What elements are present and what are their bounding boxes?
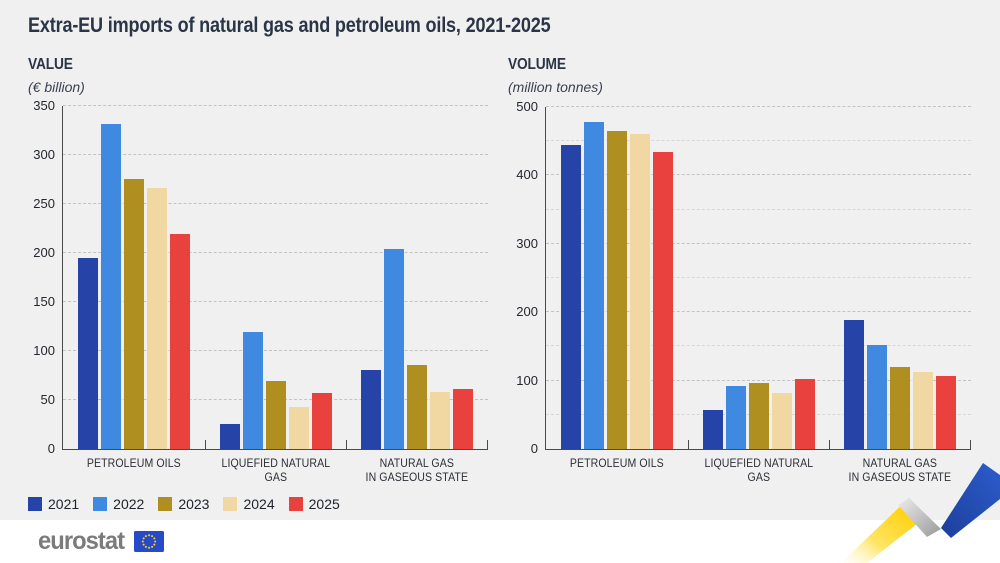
bar-2023-natural-gas <box>407 364 428 449</box>
legend-label: 2023 <box>178 496 210 512</box>
x-axis-category-label: PETROLEUM OILS <box>569 456 664 470</box>
y-axis-tick-label: 300 <box>33 147 55 162</box>
legend-swatch-icon <box>158 497 173 511</box>
bar-2021-liquefied-natural-gas <box>219 423 240 449</box>
gridline-300 <box>63 154 488 155</box>
chart-legend: 2021 2022 2023 2024 2025 <box>28 496 340 512</box>
bar-2022-petroleum-oils <box>583 122 604 449</box>
y-axis-tick-label: 100 <box>33 343 55 358</box>
bar-2023-petroleum-oils <box>123 178 144 449</box>
y-axis-tick-label: 300 <box>516 235 538 251</box>
eu-flag-icon <box>133 531 164 552</box>
legend-label: 2024 <box>243 496 275 512</box>
value-chart-subtitle: (€ billion) <box>28 79 85 95</box>
bar-2025-liquefied-natural-gas <box>794 379 815 449</box>
gridline-250 <box>546 277 971 278</box>
volume-plot-area: 0 100 200 300 400 500 PETROLEUM OILS LIQUEFIED … <box>516 100 971 484</box>
bar-2024-natural-gas <box>430 392 451 449</box>
y-axis-tick-label: 150 <box>33 294 55 309</box>
y-axis-tick-label: 0 <box>47 441 55 456</box>
y-axis-tick-label: 500 <box>516 99 538 114</box>
bar-2023-liquefied-natural-gas <box>748 383 769 449</box>
legend-label: 2022 <box>113 496 145 512</box>
legend-swatch-icon <box>288 497 303 511</box>
x-axis-tick <box>687 440 689 449</box>
gridline-400 <box>546 174 971 176</box>
gridline-300 <box>546 242 971 244</box>
x-axis-category-label: LIQUEFIED NATURAL GAS <box>704 456 813 484</box>
legend-item-2025: 2025 <box>288 496 340 512</box>
x-axis-category-label: NATURAL GAS IN GASEOUS STATE <box>365 456 469 484</box>
x-axis-end-tick <box>487 440 488 449</box>
x-axis-tick <box>346 440 348 449</box>
y-axis-tick-label: 350 <box>33 98 55 113</box>
gridline-350 <box>546 208 971 210</box>
bar-2024-petroleum-oils <box>629 133 650 449</box>
legend-swatch-icon <box>223 497 238 511</box>
bar-2021-petroleum-oils <box>77 257 98 449</box>
gridline-100 <box>546 379 971 381</box>
legend-label: 2025 <box>308 496 340 512</box>
gridline-250 <box>63 203 488 204</box>
bar-2024-natural-gas <box>913 371 934 449</box>
volume-chart-subtitle: (million tonnes) <box>508 79 603 95</box>
y-axis-tick-label: 400 <box>516 167 538 183</box>
eu-ribbon-icon <box>843 463 1000 563</box>
legend-swatch-icon <box>93 497 108 511</box>
gridline-200 <box>63 252 488 253</box>
legend-item-2021: 2021 <box>28 496 79 512</box>
gridline-100 <box>63 350 488 351</box>
bar-2021-liquefied-natural-gas <box>702 410 723 449</box>
gridline-50 <box>546 413 971 415</box>
legend-label: 2021 <box>48 496 80 512</box>
eurostat-logo: eurostat <box>38 527 164 556</box>
bar-2022-liquefied-natural-gas <box>725 386 746 449</box>
eurostat-logo-text: eurostat <box>38 527 125 555</box>
x-axis-category-label: PETROLEUM OILS <box>86 456 181 470</box>
bar-2024-petroleum-oils <box>146 188 167 449</box>
bar-2025-petroleum-oils <box>652 152 673 449</box>
bar-2021-natural-gas <box>844 320 865 449</box>
gridline-200 <box>546 311 971 313</box>
y-axis-tick-label: 0 <box>530 441 538 456</box>
value-chart-title: VALUE <box>28 56 73 73</box>
y-axis-tick-label: 200 <box>33 245 55 260</box>
page-title: Extra-EU imports of natural gas and petr… <box>28 14 551 37</box>
bar-2024-liquefied-natural-gas <box>771 392 792 449</box>
value-plot-area: 0 50 100 150 200 250 300 350 PETROLEUM OILS LIQUE… <box>33 99 488 484</box>
bar-2023-petroleum-oils <box>606 130 627 449</box>
footer-band <box>0 520 1000 563</box>
bar-2025-natural-gas <box>936 375 957 449</box>
gridline-450 <box>546 140 971 142</box>
bar-2022-natural-gas <box>384 249 405 449</box>
bar-2021-petroleum-oils <box>560 144 581 449</box>
gridline-150 <box>63 301 488 302</box>
bar-2022-petroleum-oils <box>100 123 121 449</box>
x-axis-tick <box>829 440 831 449</box>
bar-2024-liquefied-natural-gas <box>288 406 309 449</box>
y-axis-tick-label: 50 <box>40 392 55 407</box>
y-axis-tick-label: 250 <box>33 196 55 211</box>
volume-chart-title: VOLUME <box>508 56 566 73</box>
x-axis-tick <box>204 440 206 449</box>
x-axis-category-label: LIQUEFIED NATURAL GAS <box>221 456 330 484</box>
bar-2022-liquefied-natural-gas <box>242 332 263 449</box>
gridline-500 <box>546 106 971 107</box>
y-axis-tick-label: 100 <box>516 372 538 388</box>
y-axis-tick-label: 200 <box>516 304 538 320</box>
gridline-50 <box>63 399 488 400</box>
bar-2022-natural-gas <box>867 345 888 449</box>
bar-2025-petroleum-oils <box>169 234 190 449</box>
bar-2021-natural-gas <box>361 369 382 449</box>
legend-swatch-icon <box>28 497 42 511</box>
legend-item-2024: 2024 <box>223 496 275 512</box>
bar-2025-natural-gas <box>453 389 474 449</box>
legend-item-2022: 2022 <box>93 496 144 512</box>
bar-2025-liquefied-natural-gas <box>311 393 332 449</box>
bar-2023-natural-gas <box>890 366 911 449</box>
gridline-150 <box>546 345 971 347</box>
legend-item-2023: 2023 <box>158 496 209 512</box>
gridline-350 <box>63 105 488 106</box>
bar-2023-liquefied-natural-gas <box>265 381 286 449</box>
